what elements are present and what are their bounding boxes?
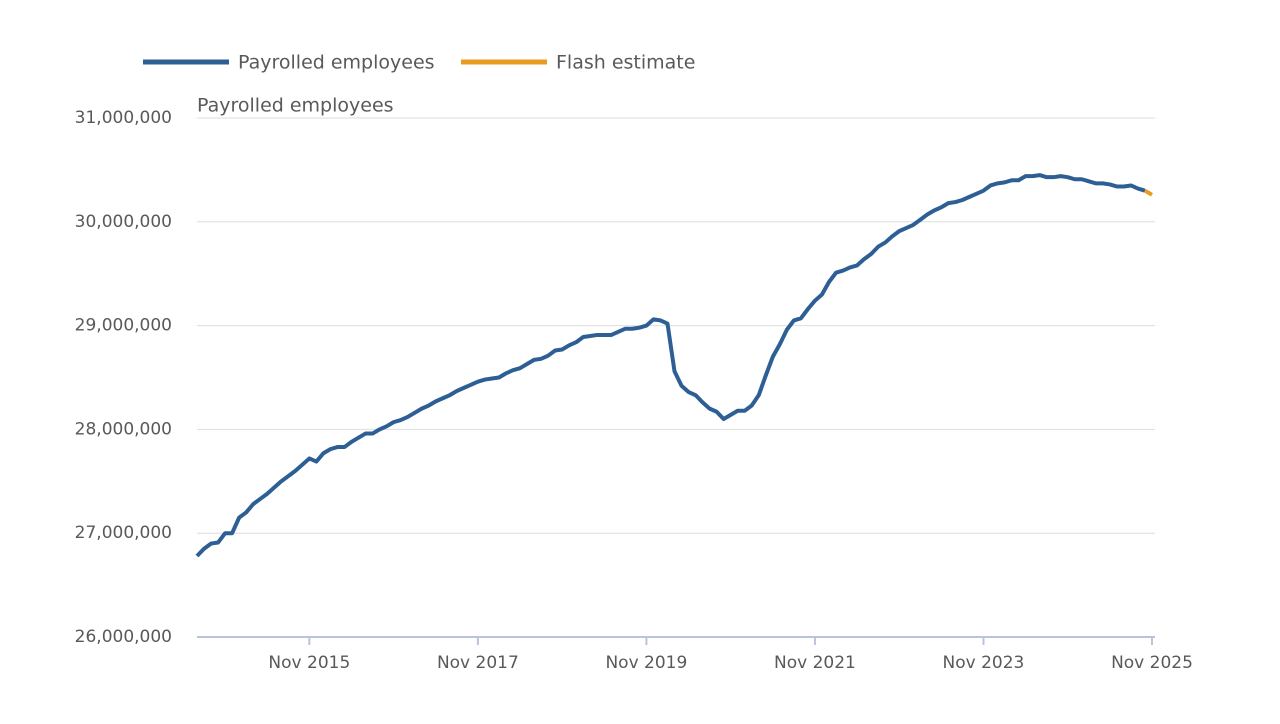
legend-label: Flash estimate xyxy=(556,52,695,74)
legend-label: Payrolled employees xyxy=(238,52,435,74)
y-tick-label: 28,000,000 xyxy=(75,419,172,439)
x-tick-label: Nov 2021 xyxy=(774,653,856,673)
x-tick-label: Nov 2019 xyxy=(605,653,687,673)
x-tick-label: Nov 2017 xyxy=(437,653,519,673)
y-tick-label: 27,000,000 xyxy=(75,523,172,543)
series-line xyxy=(1143,188,1154,197)
x-tick-label: Nov 2023 xyxy=(943,653,1025,673)
y-tick-label: 29,000,000 xyxy=(75,316,172,336)
y-tick-label: 30,000,000 xyxy=(75,212,172,232)
series-line xyxy=(195,173,1146,558)
x-tick-label: Nov 2015 xyxy=(268,653,350,673)
y-tick-label: 31,000,000 xyxy=(75,108,172,128)
y-tick-label: 26,000,000 xyxy=(75,627,172,647)
x-tick-label: Nov 2025 xyxy=(1111,653,1193,673)
y-axis-label: Payrolled employees xyxy=(197,95,394,117)
